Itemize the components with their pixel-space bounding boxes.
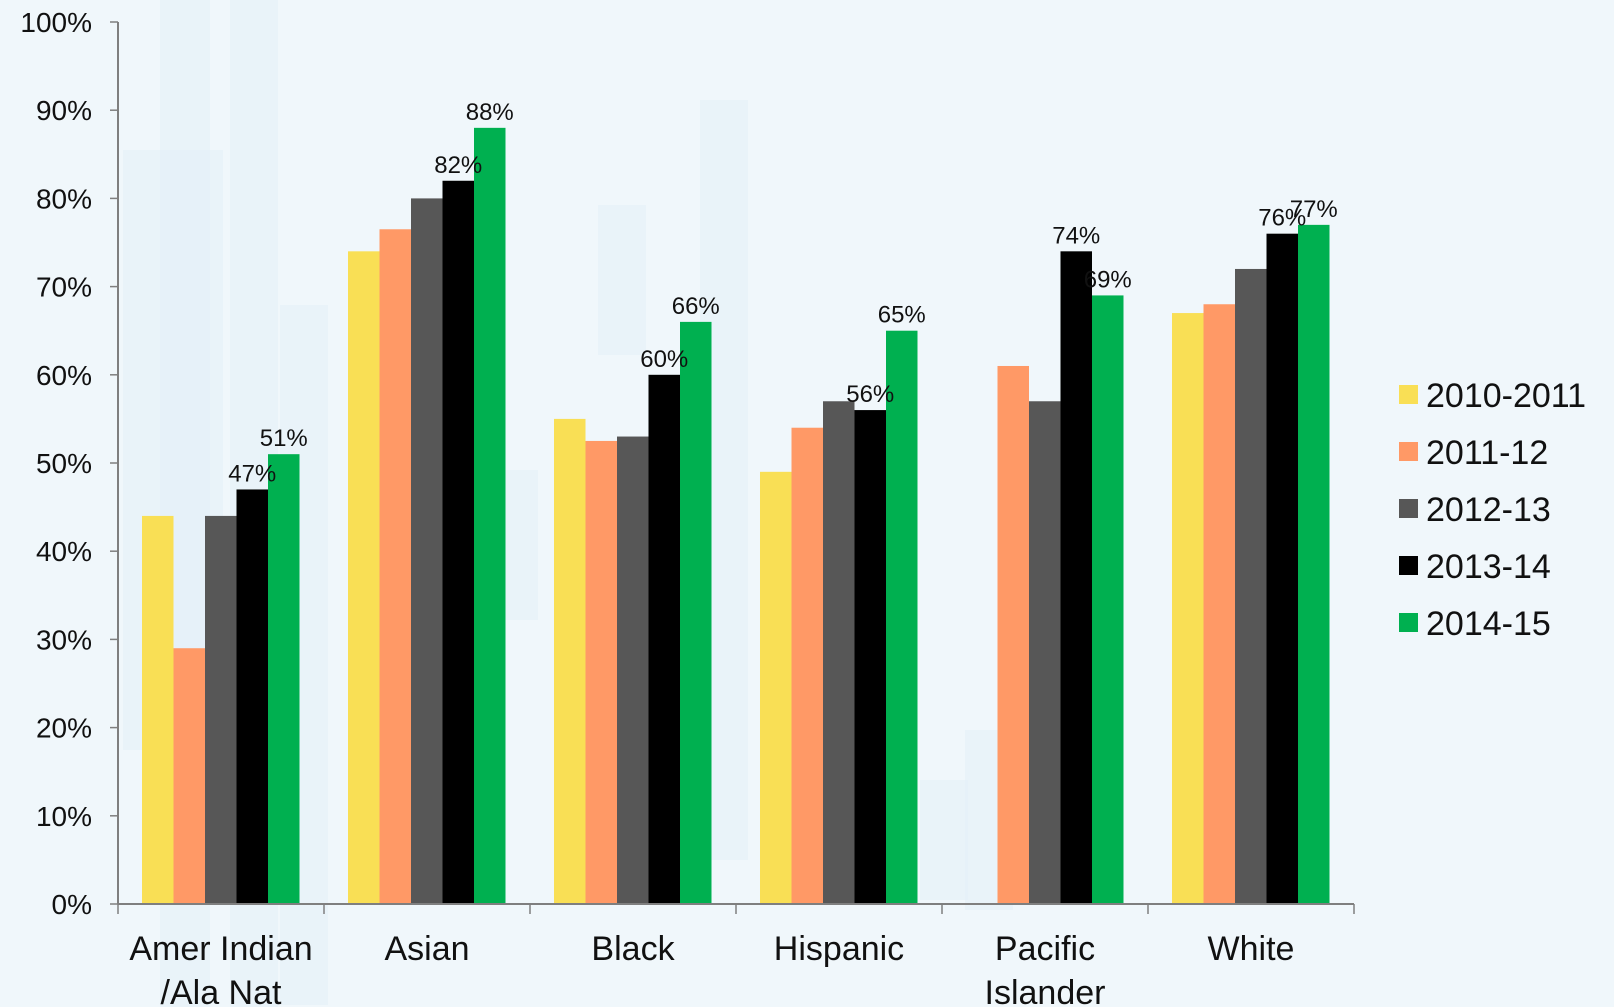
x-axis-ticks: Amer Indian/Ala Nat Asian Black Hispanic Pac… [117,904,1355,1007]
bar [1092,295,1124,904]
background-tile [920,780,968,900]
data-label: 60% [640,346,688,373]
x-category-label: Hispanic [774,930,904,968]
bars [142,127,1330,905]
y-tick-label: 10% [36,801,92,832]
bar [411,198,443,904]
legend-swatch [1399,499,1418,518]
x-category-label: Asian [384,930,469,968]
data-label: 66% [672,293,720,320]
bar [348,251,380,904]
data-label: 88% [466,99,514,126]
y-tick-label: 60% [36,360,92,391]
y-tick-label: 70% [36,272,92,303]
bar [648,374,680,904]
x-category-label: White [1208,930,1295,968]
y-tick-label: 40% [36,536,92,567]
bar [379,229,411,904]
bar [142,515,174,904]
bar [1029,401,1061,904]
data-label: 51% [260,425,308,452]
bar [442,180,474,904]
bar [205,515,237,904]
data-label: 82% [434,152,482,179]
legend-swatch [1399,556,1418,575]
y-tick-label: 100% [20,7,92,38]
data-label: 47% [228,460,276,487]
bar [823,401,855,904]
background-tile [598,205,646,355]
x-category-label: Amer Indian [129,930,312,968]
legend-label: 2011-12 [1426,434,1548,472]
x-category-label: Islander [985,974,1106,1007]
bar [997,365,1029,905]
bar [173,648,205,904]
bar [1266,233,1298,904]
bar [474,127,506,905]
bar [1203,304,1235,904]
data-label: 69% [1084,266,1132,293]
data-labels: 47% 51% 82% 88% 60% 66% 56% 65% 74% 69% 76%77% [228,99,1338,488]
bar [1172,313,1204,904]
data-label: 74% [1052,222,1100,249]
legend-label: 2014-15 [1426,605,1551,643]
y-tick-label: 0% [52,889,92,920]
bar [854,410,886,904]
y-tick-label: 50% [36,448,92,479]
legend-label: 2013-14 [1426,548,1551,586]
bar [760,471,792,904]
y-tick-label: 30% [36,624,92,655]
bar [1298,224,1330,905]
legend-swatch [1399,442,1418,461]
data-label: 76% [1258,205,1306,232]
bar [1060,251,1092,904]
bar [791,427,823,904]
legend-swatch [1399,613,1418,632]
bar [236,489,268,904]
bar [585,440,617,904]
bar [680,321,712,904]
data-label: 77% [1290,196,1338,223]
y-axis-ticks: 0% 10% 20% 30% 40% 50% 60% 70% 80% 90% 100% [20,7,118,920]
y-tick-label: 80% [36,183,92,214]
bar [886,330,918,904]
legend: 2010-2011 2011-12 2012-13 2013-14 2014-15 [1399,377,1586,643]
bar [617,436,649,904]
x-category-label: /Ala Nat [161,974,282,1007]
bar [268,454,300,904]
y-tick-label: 20% [36,713,92,744]
x-category-label: Pacific [995,930,1095,968]
legend-label: 2010-2011 [1426,377,1586,415]
bar [1235,268,1267,905]
y-tick-label: 90% [36,95,92,126]
legend-swatch [1399,385,1418,404]
x-category-label: Black [591,930,675,968]
data-label: 56% [846,381,894,408]
data-label: 65% [878,302,926,329]
bar [554,418,586,904]
legend-label: 2012-13 [1426,491,1551,529]
